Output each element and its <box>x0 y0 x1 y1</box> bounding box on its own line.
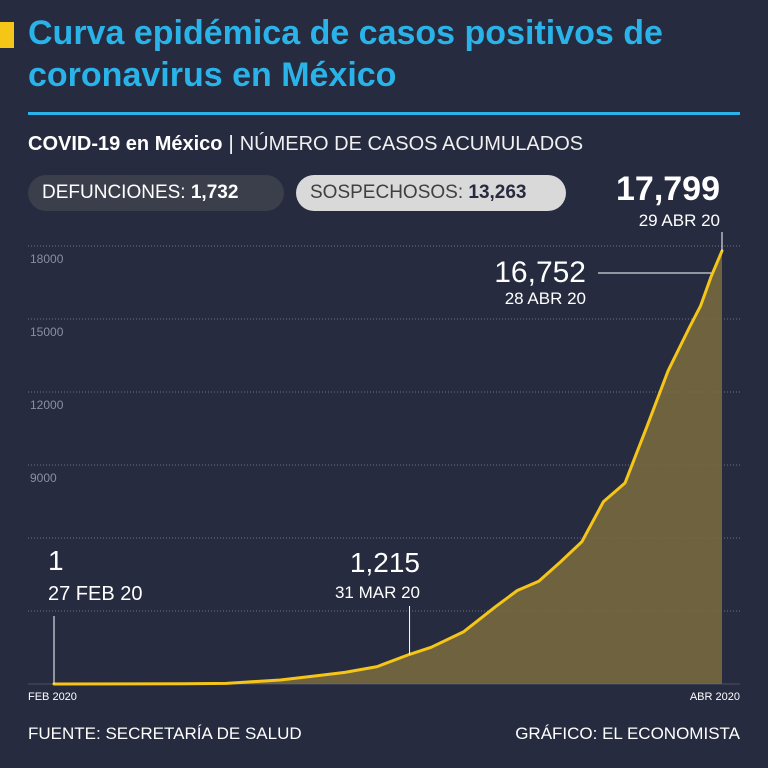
y-tick-label: 18000 <box>30 252 64 266</box>
deaths-label: DEFUNCIONES: <box>42 182 186 203</box>
annotation-value: 1,215 <box>350 547 420 578</box>
title-rule <box>28 112 740 115</box>
suspected-label: SOSPECHOSOS: <box>310 182 464 203</box>
x-tick-label: FEB 2020 <box>28 691 77 703</box>
annotation-date: 28 ABR 20 <box>505 289 586 308</box>
annotation-value: 17,799 <box>616 170 720 208</box>
suspected-badge: SOSPECHOSOS: 13,263 <box>296 175 566 211</box>
y-tick-label: 9000 <box>30 471 57 485</box>
y-tick-label: 12000 <box>30 398 64 412</box>
cases-line <box>52 249 724 686</box>
credit-note: GRÁFICO: EL ECONOMISTA <box>515 724 740 743</box>
deaths-value: 1,732 <box>190 182 239 203</box>
suspected-value: 13,263 <box>468 182 527 203</box>
subtitle-metric: NÚMERO DE CASOS ACUMULADOS <box>239 133 584 155</box>
cases-area <box>54 250 722 684</box>
source-note: FUENTE: SECRETARÍA DE SALUD <box>28 724 302 743</box>
chart-title: Curva epidémica de casos positivos de co… <box>28 14 663 94</box>
annotation-value: 1 <box>48 545 64 576</box>
x-tick-label: ABR 2020 <box>690 691 740 703</box>
subtitle-separator: | <box>228 133 234 155</box>
deaths-badge: DEFUNCIONES: 1,732 <box>28 175 284 211</box>
subtitle-country: COVID-19 en México <box>28 133 223 155</box>
annotation-date: 29 ABR 20 <box>639 211 720 230</box>
annotation-date: 31 MAR 20 <box>335 583 420 602</box>
annotation-date: 27 FEB 20 <box>48 583 143 605</box>
y-tick-label: 15000 <box>30 325 64 339</box>
cases-chart: 9000 12000 15000 18000 1 27 FEB 20 1,215 31 MAR… <box>28 170 740 703</box>
title-accent-bar <box>0 22 14 48</box>
annotation-value: 16,752 <box>494 256 586 289</box>
chart-subtitle: COVID-19 en México | NÚMERO DE CASOS ACUMU… <box>28 133 583 156</box>
